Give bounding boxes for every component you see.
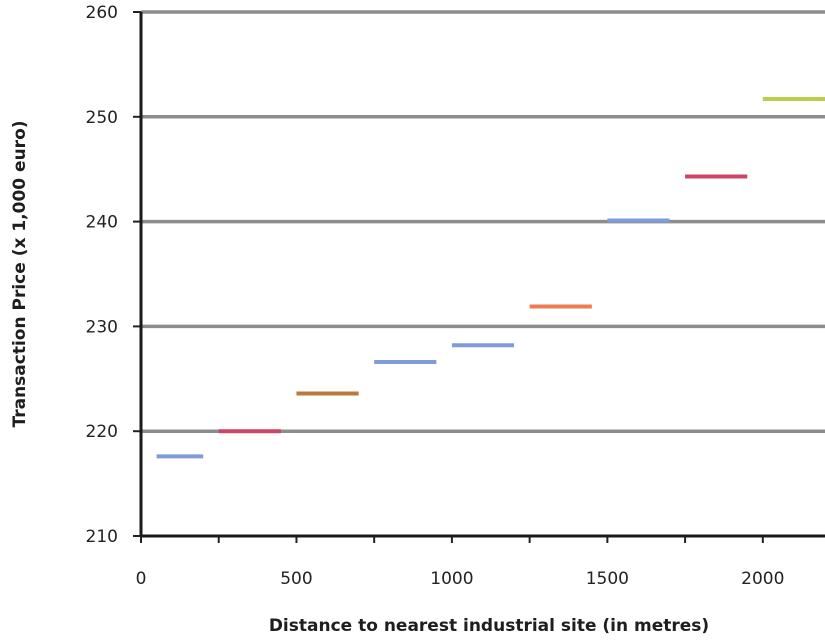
x-tick-labels: 0 500 1000 1500 2000 [136,569,785,589]
y-tick-label: 230 [86,317,118,337]
y-tick-label: 220 [86,422,118,442]
x-axis-title: Distance to nearest industrial site (in … [269,616,709,636]
x-tick-label: 1500 [586,569,629,589]
x-tick-label: 1000 [430,569,473,589]
data-segments [156,96,825,459]
gridlines [141,10,825,433]
y-tick-labels: 210 220 230 240 250 260 [86,3,118,547]
y-tick-label: 210 [86,527,118,547]
x-tick-label: 500 [280,569,312,589]
x-tick-label: 2000 [741,569,784,589]
y-tick-label: 240 [86,213,118,233]
y-tick-label: 260 [86,3,118,23]
axes [133,11,825,543]
y-tick-label: 250 [86,108,118,128]
y-axis-title: Transaction Price (x 1,000 euro) [10,120,30,427]
x-tick-label: 0 [136,569,147,589]
